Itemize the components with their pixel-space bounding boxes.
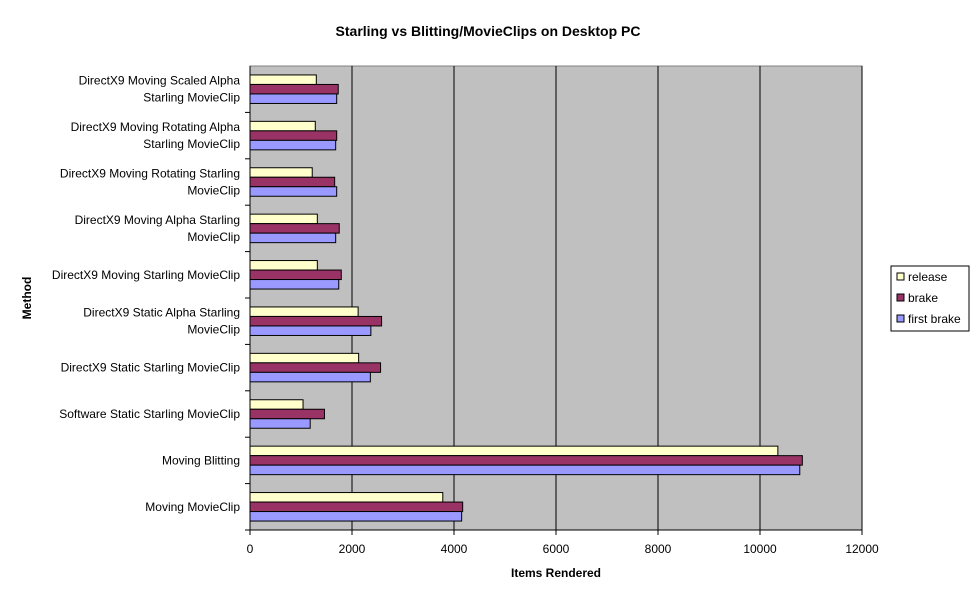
x-tick-label: 10000 [743, 542, 777, 556]
bar-release [249, 120, 316, 132]
bar-brake [249, 362, 382, 373]
bar-release [249, 167, 313, 178]
category-label: DirectX9 Moving Starling MovieClip [52, 268, 240, 282]
bar-first-brake [249, 464, 801, 476]
bar-first-brake [249, 139, 337, 151]
category-label: DirectX9 Static Starling MovieClip [61, 361, 241, 375]
bar-first-brake [249, 325, 372, 336]
bar-brake [249, 501, 464, 513]
bar-release [249, 352, 360, 364]
category-label: DirectX9 Moving Scaled Alpha [79, 74, 241, 88]
bar-release [249, 445, 779, 457]
bar-brake [249, 83, 339, 95]
bar-release [249, 74, 317, 85]
category-label: Starling MovieClip [143, 91, 240, 105]
bar-first-brake [249, 418, 311, 429]
bar-brake [249, 408, 325, 420]
x-tick-label: 12000 [845, 542, 879, 556]
bar-brake [249, 315, 383, 327]
category-label: DirectX9 Static Alpha Starling [83, 306, 240, 320]
category-label: Moving Blitting [162, 453, 240, 467]
category-label: Starling MovieClip [143, 137, 240, 151]
category-label: MovieClip [187, 323, 240, 337]
x-tick-label: 0 [247, 542, 254, 556]
bar-first-brake [249, 232, 337, 244]
legend-swatch [896, 293, 905, 302]
bar-first-brake [249, 186, 338, 197]
category-label: MovieClip [187, 184, 240, 198]
bar-first-brake [249, 93, 338, 104]
category-label: DirectX9 Moving Rotating Starling [60, 167, 240, 181]
legend-label: release [908, 270, 948, 284]
bar-first-brake [249, 511, 463, 522]
chart-title: Starling vs Blitting/MovieClips on Deskt… [336, 23, 641, 39]
bar-release [249, 492, 444, 503]
x-tick-label: 8000 [645, 542, 672, 556]
bar-release [249, 260, 318, 271]
x-tick-label: 6000 [543, 542, 570, 556]
bar-brake [249, 223, 340, 234]
category-label: DirectX9 Moving Alpha Starling [75, 213, 240, 227]
bar-first-brake [249, 279, 340, 290]
bar-brake [249, 455, 803, 466]
x-tick-label: 2000 [339, 542, 366, 556]
legend-label: first brake [908, 312, 961, 326]
x-axis-title: Items Rendered [511, 566, 601, 580]
legend-label: brake [908, 291, 938, 305]
bar-release [249, 306, 359, 317]
legend-swatch [896, 314, 905, 323]
legend-swatch [896, 272, 905, 281]
bar-release [249, 213, 318, 225]
legend: release brake first brake [890, 265, 970, 332]
bar-brake [249, 130, 338, 141]
x-tick-label: 4000 [441, 542, 468, 556]
category-label: Moving MovieClip [145, 500, 240, 514]
bar-first-brake [249, 371, 371, 383]
bar-brake [249, 269, 342, 281]
category-label: MovieClip [187, 230, 240, 244]
category-label: DirectX9 Moving Rotating Alpha [71, 120, 241, 134]
bar-brake [249, 176, 336, 188]
bar-release [249, 399, 304, 410]
category-label: Software Static Starling MovieClip [59, 407, 240, 421]
y-axis-title: Method [20, 277, 34, 320]
